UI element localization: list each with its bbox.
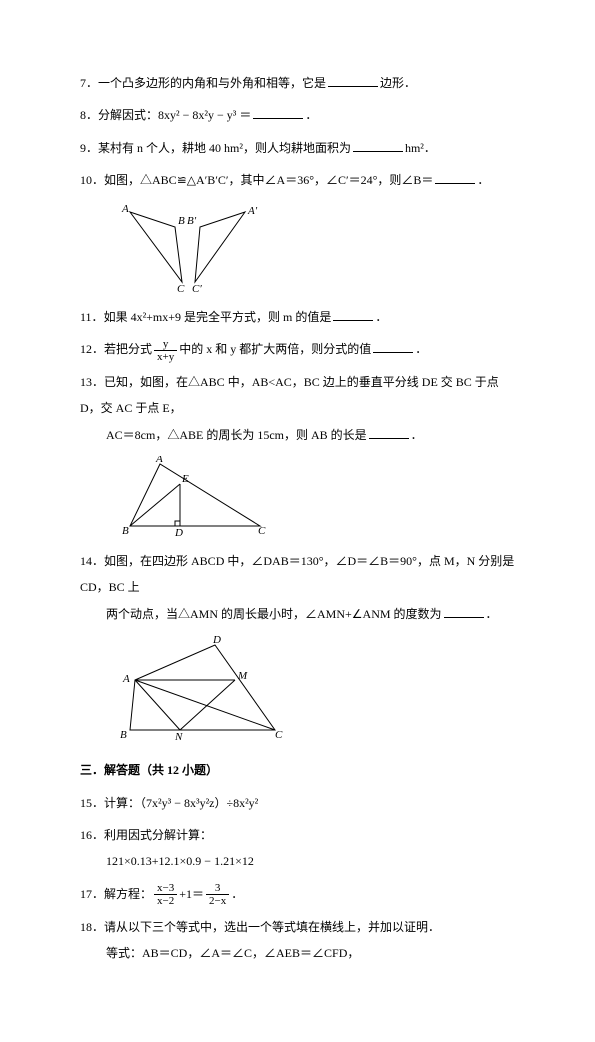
q17-text-b: +1＝ <box>179 887 204 901</box>
svg-text:M: M <box>237 670 248 682</box>
q13-line2-a: AC＝8cm，△ABE 的周长为 15cm，则 AB 的长是 <box>106 428 367 442</box>
svg-text:A: A <box>155 456 163 465</box>
q7-text-b: 边形． <box>380 76 416 90</box>
q16-number: 16． <box>80 828 104 842</box>
svg-text:A: A <box>121 203 129 215</box>
q16-line2: 121×0.13+12.1×0.9 − 1.21×12 <box>80 848 515 874</box>
q11-text-b: ． <box>375 310 387 324</box>
q7-text-a: 一个凸多边形的内角和与外角和相等，它是 <box>98 76 326 90</box>
q15-text: 计算：（7x²y³ − 8x³y²z）÷8x²y² <box>104 796 258 810</box>
svg-text:E: E <box>181 473 189 485</box>
question-17: 17．解方程：x−3x−2+1＝32−x． <box>80 881 515 908</box>
q13-line2-b: ． <box>411 428 423 442</box>
svg-text:B′: B′ <box>187 215 197 227</box>
svg-text:A′: A′ <box>247 205 258 217</box>
question-12: 12．若把分式yx+y中的 x 和 y 都扩大两倍，则分式的值 ． <box>80 336 515 363</box>
question-11: 11．如果 4x²+mx+9 是完全平方式，则 m 的值是 ． <box>80 304 515 330</box>
q12-frac-den: x+y <box>154 351 177 363</box>
q17-number: 17． <box>80 887 104 901</box>
q9-blank <box>353 150 403 152</box>
svg-text:B: B <box>120 729 127 741</box>
figure-13-svg: A B C D E <box>120 456 270 536</box>
figure-13: A B C D E <box>120 456 515 536</box>
question-10: 10．如图，△ABC≌△A′B′C′，其中∠A＝36°，∠C′＝24°，则∠B＝… <box>80 167 515 193</box>
q7-blank <box>328 85 378 87</box>
q11-blank <box>333 319 373 321</box>
q12-frac-num: y <box>154 338 177 351</box>
q9-number: 9． <box>80 141 98 155</box>
q16-line1: 利用因式分解计算： <box>104 828 212 842</box>
q13-line1: 已知，如图，在△ABC 中，AB<AC，BC 边上的垂直平分线 DE 交 BC … <box>80 375 499 415</box>
question-16: 16．利用因式分解计算： 121×0.13+12.1×0.9 − 1.21×12 <box>80 822 515 875</box>
q9-text-b: hm²． <box>405 141 436 155</box>
q8-number: 8． <box>80 108 98 122</box>
q10-number: 10． <box>80 173 104 187</box>
question-14: 14．如图，在四边形 ABCD 中，∠DAB＝130°，∠D＝∠B＝90°，点 … <box>80 548 515 627</box>
figure-10: A B C A′ B′ C′ <box>120 202 515 292</box>
svg-text:N: N <box>174 731 183 743</box>
svg-text:D: D <box>174 527 183 536</box>
q14-line2-a: 两个动点，当△AMN 的周长最小时，∠AMN+∠ANM 的度数为 <box>106 607 442 621</box>
question-8: 8．分解因式：8xy² − 8x²y − y³ ＝ ． <box>80 102 515 128</box>
q14-line2-b: ． <box>486 607 498 621</box>
question-15: 15．计算：（7x²y³ − 8x³y²z）÷8x²y² <box>80 790 515 816</box>
q12-text-b: 中的 x 和 y 都扩大两倍，则分式的值 <box>179 342 371 356</box>
q18-line1: 请从以下三个等式中，选出一个等式填在横线上，并加以证明． <box>104 920 440 934</box>
question-18: 18．请从以下三个等式中，选出一个等式填在横线上，并加以证明． 等式：AB＝CD… <box>80 914 515 967</box>
q18-number: 18． <box>80 920 104 934</box>
q14-number: 14． <box>80 554 104 568</box>
q17-text-a: 解方程： <box>104 887 152 901</box>
q14-line2: 两个动点，当△AMN 的周长最小时，∠AMN+∠ANM 的度数为 ． <box>80 601 515 627</box>
q12-number: 12． <box>80 342 104 356</box>
question-13: 13．已知，如图，在△ABC 中，AB<AC，BC 边上的垂直平分线 DE 交 … <box>80 369 515 448</box>
svg-text:C: C <box>258 525 266 536</box>
q17-frac2: 32−x <box>206 882 229 907</box>
svg-text:A: A <box>122 673 130 685</box>
q12-text-c: ． <box>415 342 427 356</box>
q17-f1-num: x−3 <box>154 882 177 895</box>
q12-text-a: 若把分式 <box>104 342 152 356</box>
svg-text:C′: C′ <box>192 283 202 292</box>
q15-number: 15． <box>80 796 104 810</box>
q10-blank <box>435 182 475 184</box>
q7-number: 7． <box>80 76 98 90</box>
q10-text-a: 如图，△ABC≌△A′B′C′，其中∠A＝36°，∠C′＝24°，则∠B＝ <box>104 173 433 187</box>
q17-f1-den: x−2 <box>154 895 177 907</box>
q14-line1: 如图，在四边形 ABCD 中，∠DAB＝130°，∠D＝∠B＝90°，点 M，N… <box>80 554 514 594</box>
q17-f2-num: 3 <box>206 882 229 895</box>
svg-text:B: B <box>122 525 129 536</box>
q18-line2: 等式：AB＝CD，∠A＝∠C，∠AEB＝∠CFD， <box>80 940 515 966</box>
figure-14-svg: A B C D M N <box>120 635 290 745</box>
svg-text:B: B <box>178 215 185 227</box>
q17-f2-den: 2−x <box>206 895 229 907</box>
q12-blank <box>373 351 413 353</box>
q17-text-c: ． <box>231 887 243 901</box>
q10-text-b: ． <box>477 173 489 187</box>
section-3-title: 三．解答题（共 12 小题） <box>80 757 515 783</box>
q8-text-b: ． <box>305 108 317 122</box>
q13-number: 13． <box>80 375 104 389</box>
svg-text:C: C <box>177 283 185 292</box>
q12-fraction: yx+y <box>154 338 177 363</box>
question-9: 9．某村有 n 个人，耕地 40 hm²，则人均耕地面积为 hm²． <box>80 135 515 161</box>
q13-line2: AC＝8cm，△ABE 的周长为 15cm，则 AB 的长是 ． <box>80 422 515 448</box>
q8-blank <box>253 117 303 119</box>
svg-text:C: C <box>275 729 283 741</box>
q13-blank <box>369 437 409 439</box>
q14-blank <box>444 616 484 618</box>
q11-text-a: 如果 4x²+mx+9 是完全平方式，则 m 的值是 <box>104 310 332 324</box>
figure-10-svg: A B C A′ B′ C′ <box>120 202 280 292</box>
svg-text:D: D <box>212 635 221 646</box>
q11-number: 11． <box>80 310 104 324</box>
figure-14: A B C D M N <box>120 635 515 745</box>
q17-frac1: x−3x−2 <box>154 882 177 907</box>
q8-text-a: 分解因式：8xy² − 8x²y − y³ ＝ <box>98 108 251 122</box>
question-7: 7．一个凸多边形的内角和与外角和相等，它是 边形． <box>80 70 515 96</box>
q9-text-a: 某村有 n 个人，耕地 40 hm²，则人均耕地面积为 <box>98 141 351 155</box>
